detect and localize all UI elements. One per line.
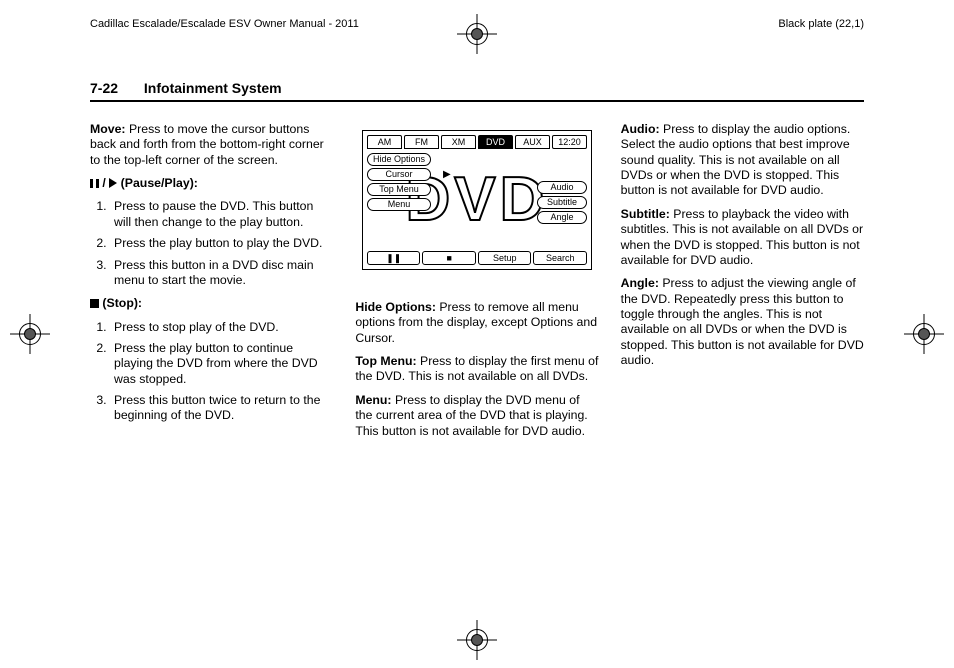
dvd-screen-diagram: DVD AM FM XM DVD AUX 12:20 Hide Options … [362,130,592,270]
diagram-pill: Subtitle [537,196,587,209]
top-menu-label: Top Menu: [355,354,416,368]
diagram-pill: Menu [367,198,431,211]
diagram-pill: Cursor [367,168,431,181]
audio-paragraph: Audio: Press to display the audio option… [621,122,864,199]
top-menu-paragraph: Top Menu: Press to display the first men… [355,354,598,385]
column-1: Move: Press to move the cursor buttons b… [90,122,333,608]
diagram-bottom-button: ❚❚ [367,251,421,265]
diagram-bottom-button: ■ [422,251,476,265]
diagram-pill: Top Menu [367,183,431,196]
diagram-tab: FM [404,135,439,149]
diagram-tabbar: AM FM XM DVD AUX 12:20 [367,135,587,149]
diagram-tab-active: DVD [478,135,513,149]
subtitle-paragraph: Subtitle: Press to playback the video wi… [621,207,864,268]
diagram-right-buttons: Audio Subtitle Angle [537,181,587,224]
hide-options-paragraph: Hide Options: Press to remove all menu o… [355,300,598,346]
list-item: Press this button in a DVD disc main men… [110,258,333,289]
menu-label: Menu: [355,393,391,407]
list-item: Press the play button to play the DVD. [110,236,333,251]
diagram-tab: XM [441,135,476,149]
list-item: Press to pause the DVD. This button will… [110,199,333,230]
audio-label: Audio: [621,122,660,136]
diagram-pill: Angle [537,211,587,224]
column-2: DVD AM FM XM DVD AUX 12:20 Hide Options … [355,122,598,608]
section-header: 7-22 Infotainment System [90,80,864,102]
column-3: Audio: Press to display the audio option… [621,122,864,608]
stop-icon [90,296,99,310]
diagram-pill: Audio [537,181,587,194]
section-title: Infotainment System [144,80,282,96]
list-item: Press the play button to continue playin… [110,341,333,387]
pause-play-label: (Pause/Play): [117,176,198,190]
menu-paragraph: Menu: Press to display the DVD menu of t… [355,393,598,439]
diagram-left-buttons: Hide Options Cursor Top Menu Menu [367,153,431,211]
list-item: Press to stop play of the DVD. [110,320,333,335]
pause-icon [90,176,99,190]
angle-label: Angle: [621,276,659,290]
diagram-pill: Hide Options [367,153,431,166]
diagram-bottom-button: Setup [478,251,532,265]
stop-label: (Stop): [99,296,142,310]
move-paragraph: Move: Press to move the cursor buttons b… [90,122,333,168]
plate-label: Black plate (22,1) [778,18,864,30]
stop-list: Press to stop play of the DVD. Press the… [90,320,333,424]
registration-mark-left [10,314,50,354]
pause-play-heading: / (Pause/Play): [90,176,333,191]
diagram-tab: AUX [515,135,550,149]
manual-title: Cadillac Escalade/Escalade ESV Owner Man… [90,18,359,30]
pause-play-list: Press to pause the DVD. This button will… [90,199,333,288]
diagram-cursor-arrow: ▶ [443,169,451,182]
diagram-bottom-row: ❚❚ ■ Setup Search [367,251,587,265]
registration-mark-bottom [457,620,497,660]
diagram-tab: AM [367,135,402,149]
subtitle-label: Subtitle: [621,207,670,221]
angle-paragraph: Angle: Press to adjust the viewing angle… [621,276,864,368]
diagram-bottom-button: Search [533,251,587,265]
hide-options-label: Hide Options: [355,300,436,314]
stop-heading: (Stop): [90,296,333,311]
page-number: 7-22 [90,80,118,96]
move-label: Move: [90,122,126,136]
diagram-clock: 12:20 [552,135,587,149]
registration-mark-right [904,314,944,354]
move-text: Press to move the cursor buttons back an… [90,122,324,167]
list-item: Press this button twice to return to the… [110,393,333,424]
